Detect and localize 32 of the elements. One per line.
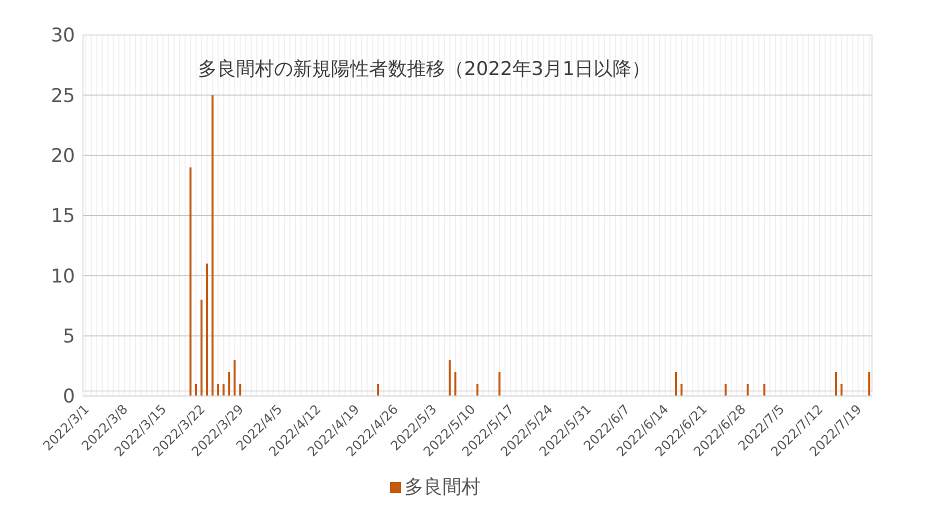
bar (200, 300, 203, 396)
bar (680, 384, 683, 396)
y-tick-label: 0 (62, 386, 75, 408)
bar (868, 372, 870, 396)
bar (195, 384, 198, 396)
bar (377, 384, 380, 396)
bar (234, 360, 236, 396)
legend-label: 多良間村 (404, 476, 480, 498)
bar (217, 384, 220, 396)
bar (206, 264, 208, 396)
bar (212, 95, 214, 396)
bar (239, 384, 242, 396)
bar (448, 360, 451, 396)
bar (746, 384, 749, 396)
y-tick-label: 25 (50, 84, 75, 107)
bar (724, 384, 727, 396)
y-tick-label: 20 (50, 145, 75, 168)
bar (763, 384, 766, 396)
bar (189, 167, 192, 396)
bar (476, 384, 478, 396)
bar (840, 384, 843, 396)
y-tick-label: 30 (50, 24, 75, 47)
bar (675, 372, 678, 396)
bar (835, 372, 838, 396)
bar (228, 372, 230, 396)
y-tick-label: 15 (50, 205, 75, 228)
text: 多良間村の新規陽性者数推移（2022年3月1日以降） (198, 57, 651, 82)
y-tick-label: 5 (62, 326, 75, 348)
bar (498, 372, 500, 396)
bar (454, 372, 456, 396)
y-tick-label: 10 (50, 265, 75, 288)
bar (222, 384, 225, 396)
